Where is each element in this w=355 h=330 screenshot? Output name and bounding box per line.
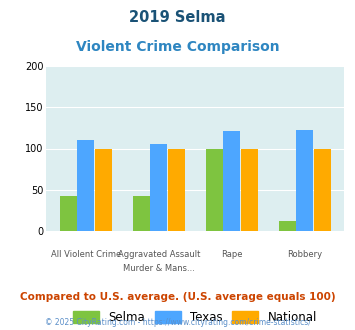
Bar: [296, 130, 313, 231]
Bar: [95, 148, 111, 231]
Bar: [314, 148, 331, 231]
Bar: [77, 140, 94, 231]
Text: Violent Crime Comparison: Violent Crime Comparison: [76, 40, 279, 53]
Bar: [133, 196, 149, 231]
Bar: [150, 144, 167, 231]
Bar: [223, 131, 240, 231]
Text: All Violent Crime: All Violent Crime: [50, 250, 121, 259]
Text: Aggravated Assault: Aggravated Assault: [118, 250, 200, 259]
Text: Murder & Mans...: Murder & Mans...: [123, 264, 195, 273]
Text: Compared to U.S. average. (U.S. average equals 100): Compared to U.S. average. (U.S. average …: [20, 292, 335, 302]
Bar: [206, 149, 223, 231]
Text: Robbery: Robbery: [287, 250, 322, 259]
Bar: [60, 195, 77, 231]
Text: 2019 Selma: 2019 Selma: [129, 10, 226, 25]
Bar: [241, 148, 258, 231]
Bar: [168, 148, 185, 231]
Text: Rape: Rape: [221, 250, 242, 259]
Legend: Selma, Texas, National: Selma, Texas, National: [69, 306, 322, 329]
Bar: [279, 221, 296, 231]
Text: © 2025 CityRating.com - https://www.cityrating.com/crime-statistics/: © 2025 CityRating.com - https://www.city…: [45, 318, 310, 327]
